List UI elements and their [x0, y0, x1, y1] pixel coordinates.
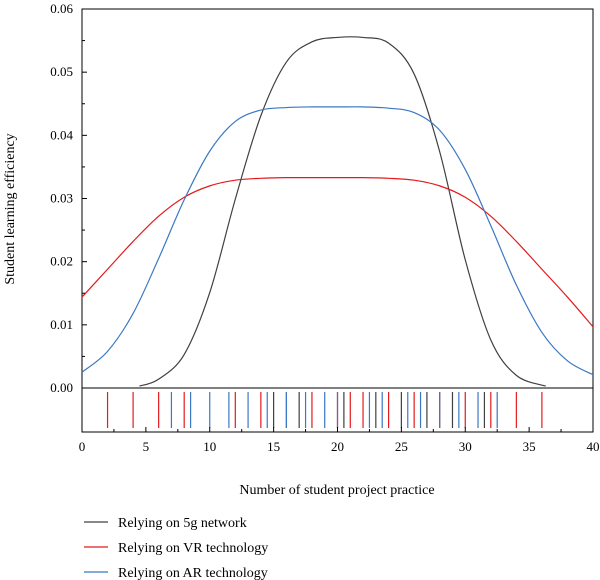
- x-axis: 0 5 10 15 20 25 30 35 40: [79, 427, 600, 454]
- series-lines: [81, 36, 594, 387]
- rug-panel: [106, 392, 543, 428]
- x-tick-label-8: 40: [587, 439, 600, 454]
- y-axis: 0.00 0.01 0.02 0.03 0.04 0.05 0.06: [50, 1, 87, 395]
- x-tick-label-5: 25: [395, 439, 408, 454]
- series-line-3: [81, 106, 594, 376]
- x-tick-label-3: 15: [267, 439, 280, 454]
- y-tick-label-4: 0.04: [50, 127, 73, 142]
- x-tick-label-7: 35: [523, 439, 536, 454]
- x-tick-label-2: 10: [203, 439, 216, 454]
- legend: Relying on 5g network Relying on VR techn…: [84, 516, 268, 580]
- series-line-2: [81, 177, 594, 328]
- plot-area-border: [81, 8, 594, 389]
- series-line-1: [139, 36, 546, 387]
- x-tick-label-0: 0: [79, 439, 86, 454]
- x-axis-title: Number of student project practice: [239, 483, 434, 498]
- y-tick-label-5: 0.05: [50, 64, 73, 79]
- x-tick-label-4: 20: [331, 439, 344, 454]
- y-tick-label-3: 0.03: [50, 191, 73, 206]
- plot-frame: [81, 8, 594, 433]
- legend-label-2: Relying on VR technology: [118, 541, 268, 556]
- x-tick-label-6: 30: [459, 439, 472, 454]
- y-tick-label-6: 0.06: [50, 1, 73, 16]
- y-tick-label-0: 0.00: [50, 380, 73, 395]
- legend-label-1: Relying on 5g network: [118, 516, 247, 531]
- y-tick-label-1: 0.01: [50, 317, 73, 332]
- y-axis-title: Student learning efficiency: [3, 133, 18, 284]
- x-tick-label-1: 5: [143, 439, 150, 454]
- y-tick-label-2: 0.02: [50, 254, 73, 269]
- legend-label-3: Relying on AR technology: [118, 566, 268, 580]
